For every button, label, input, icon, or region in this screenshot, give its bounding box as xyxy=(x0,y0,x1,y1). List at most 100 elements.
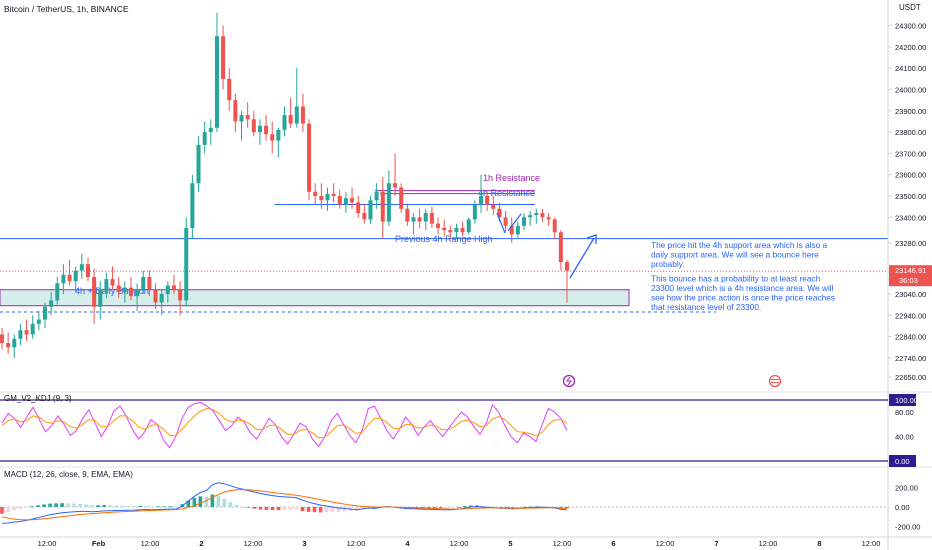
candle-body[interactable] xyxy=(202,132,207,145)
candle-body[interactable] xyxy=(92,276,97,307)
candle-body[interactable] xyxy=(276,129,281,141)
candle-body[interactable] xyxy=(300,106,305,124)
candle-body[interactable] xyxy=(165,285,170,294)
candle-body[interactable] xyxy=(343,198,348,205)
candle-body[interactable] xyxy=(460,227,465,233)
candle-body[interactable] xyxy=(356,202,361,214)
candle-body[interactable] xyxy=(79,264,84,271)
candle-body[interactable] xyxy=(374,191,379,201)
price-tick-label: 23700.00 xyxy=(895,149,926,158)
candle-body[interactable] xyxy=(73,270,78,282)
candle-body[interactable] xyxy=(233,100,238,122)
candle-body[interactable] xyxy=(325,193,330,201)
candle-body[interactable] xyxy=(0,334,4,343)
candle-body[interactable] xyxy=(196,144,201,184)
candle-body[interactable] xyxy=(331,193,336,196)
candle-body[interactable] xyxy=(436,223,441,228)
candle-body[interactable] xyxy=(546,217,551,220)
candle-body[interactable] xyxy=(399,187,404,209)
candle-body[interactable] xyxy=(24,330,29,335)
candle-body[interactable] xyxy=(528,215,533,218)
candle-body[interactable] xyxy=(178,289,183,301)
candle-body[interactable] xyxy=(141,276,146,290)
candle-body[interactable] xyxy=(472,204,477,220)
macd-histogram-bar xyxy=(463,506,467,507)
candle-body[interactable] xyxy=(110,279,115,286)
candle-body[interactable] xyxy=(214,36,219,128)
candle-body[interactable] xyxy=(307,123,312,192)
lightning-icon[interactable] xyxy=(562,374,576,388)
candle-body[interactable] xyxy=(509,225,514,235)
candle-body[interactable] xyxy=(270,134,275,141)
candle-body[interactable] xyxy=(171,285,176,290)
candle-body[interactable] xyxy=(405,208,410,222)
candle-body[interactable] xyxy=(497,208,502,218)
candle-body[interactable] xyxy=(227,78,232,101)
candle-body[interactable] xyxy=(558,232,563,263)
candle-body[interactable] xyxy=(411,217,416,222)
candle-body[interactable] xyxy=(319,196,324,201)
candle-body[interactable] xyxy=(36,319,41,324)
candle-body[interactable] xyxy=(257,125,262,133)
candle-body[interactable] xyxy=(429,213,434,224)
candle-body[interactable] xyxy=(350,198,355,203)
candle-body[interactable] xyxy=(55,283,60,301)
candle-body[interactable] xyxy=(67,274,72,282)
candle-body[interactable] xyxy=(503,217,508,226)
candle-body[interactable] xyxy=(61,274,66,284)
candle-body[interactable] xyxy=(479,196,484,205)
candle-body[interactable] xyxy=(442,227,447,231)
candle-body[interactable] xyxy=(362,213,367,220)
candle-body[interactable] xyxy=(159,294,164,303)
candle-body[interactable] xyxy=(18,330,23,339)
candle-body[interactable] xyxy=(448,230,453,233)
candle-body[interactable] xyxy=(368,200,373,220)
candle-body[interactable] xyxy=(239,115,244,122)
candle-body[interactable] xyxy=(540,213,545,218)
candle-body[interactable] xyxy=(42,306,47,320)
candle-body[interactable] xyxy=(12,338,17,348)
candle-body[interactable] xyxy=(85,264,90,277)
candle-body[interactable] xyxy=(104,279,109,290)
candle-body[interactable] xyxy=(515,225,520,235)
candle-body[interactable] xyxy=(313,191,318,196)
candle-body[interactable] xyxy=(251,119,256,133)
candle-body[interactable] xyxy=(135,289,140,297)
candle-body[interactable] xyxy=(485,196,490,205)
candle-body[interactable] xyxy=(534,213,539,216)
candle-body[interactable] xyxy=(116,285,121,292)
candle-body[interactable] xyxy=(380,191,385,222)
candle-body[interactable] xyxy=(386,183,391,222)
candle-body[interactable] xyxy=(337,196,342,205)
candle-body[interactable] xyxy=(565,262,569,271)
candle-body[interactable] xyxy=(282,115,287,130)
candle-body[interactable] xyxy=(423,213,428,222)
candle-body[interactable] xyxy=(122,287,127,292)
candle-body[interactable] xyxy=(30,323,35,335)
candle-body[interactable] xyxy=(454,227,459,233)
candle-body[interactable] xyxy=(522,217,527,226)
candle-body[interactable] xyxy=(221,36,226,79)
candle-body[interactable] xyxy=(98,289,103,307)
us-flag-icon[interactable] xyxy=(768,374,782,388)
candle-body[interactable] xyxy=(264,125,269,135)
candle-body[interactable] xyxy=(466,219,471,233)
macd-histogram-bar xyxy=(174,506,179,508)
candle-body[interactable] xyxy=(288,115,293,124)
candle-body[interactable] xyxy=(184,227,189,301)
candle-body[interactable] xyxy=(245,115,250,120)
candle-body[interactable] xyxy=(190,183,195,228)
candle-body[interactable] xyxy=(49,300,54,307)
candle-body[interactable] xyxy=(6,343,11,348)
candle-body[interactable] xyxy=(552,219,557,233)
candle-body[interactable] xyxy=(393,183,398,188)
candle-body[interactable] xyxy=(208,127,213,133)
candle-body[interactable] xyxy=(128,287,133,297)
candle-body[interactable] xyxy=(294,106,299,124)
candle-body[interactable] xyxy=(491,204,496,209)
macd-title: MACD (12, 26, close, 9, EMA, EMA) xyxy=(4,470,133,479)
candle-body[interactable] xyxy=(147,276,152,290)
candle-body[interactable] xyxy=(153,289,158,303)
candle-body[interactable] xyxy=(417,217,422,222)
